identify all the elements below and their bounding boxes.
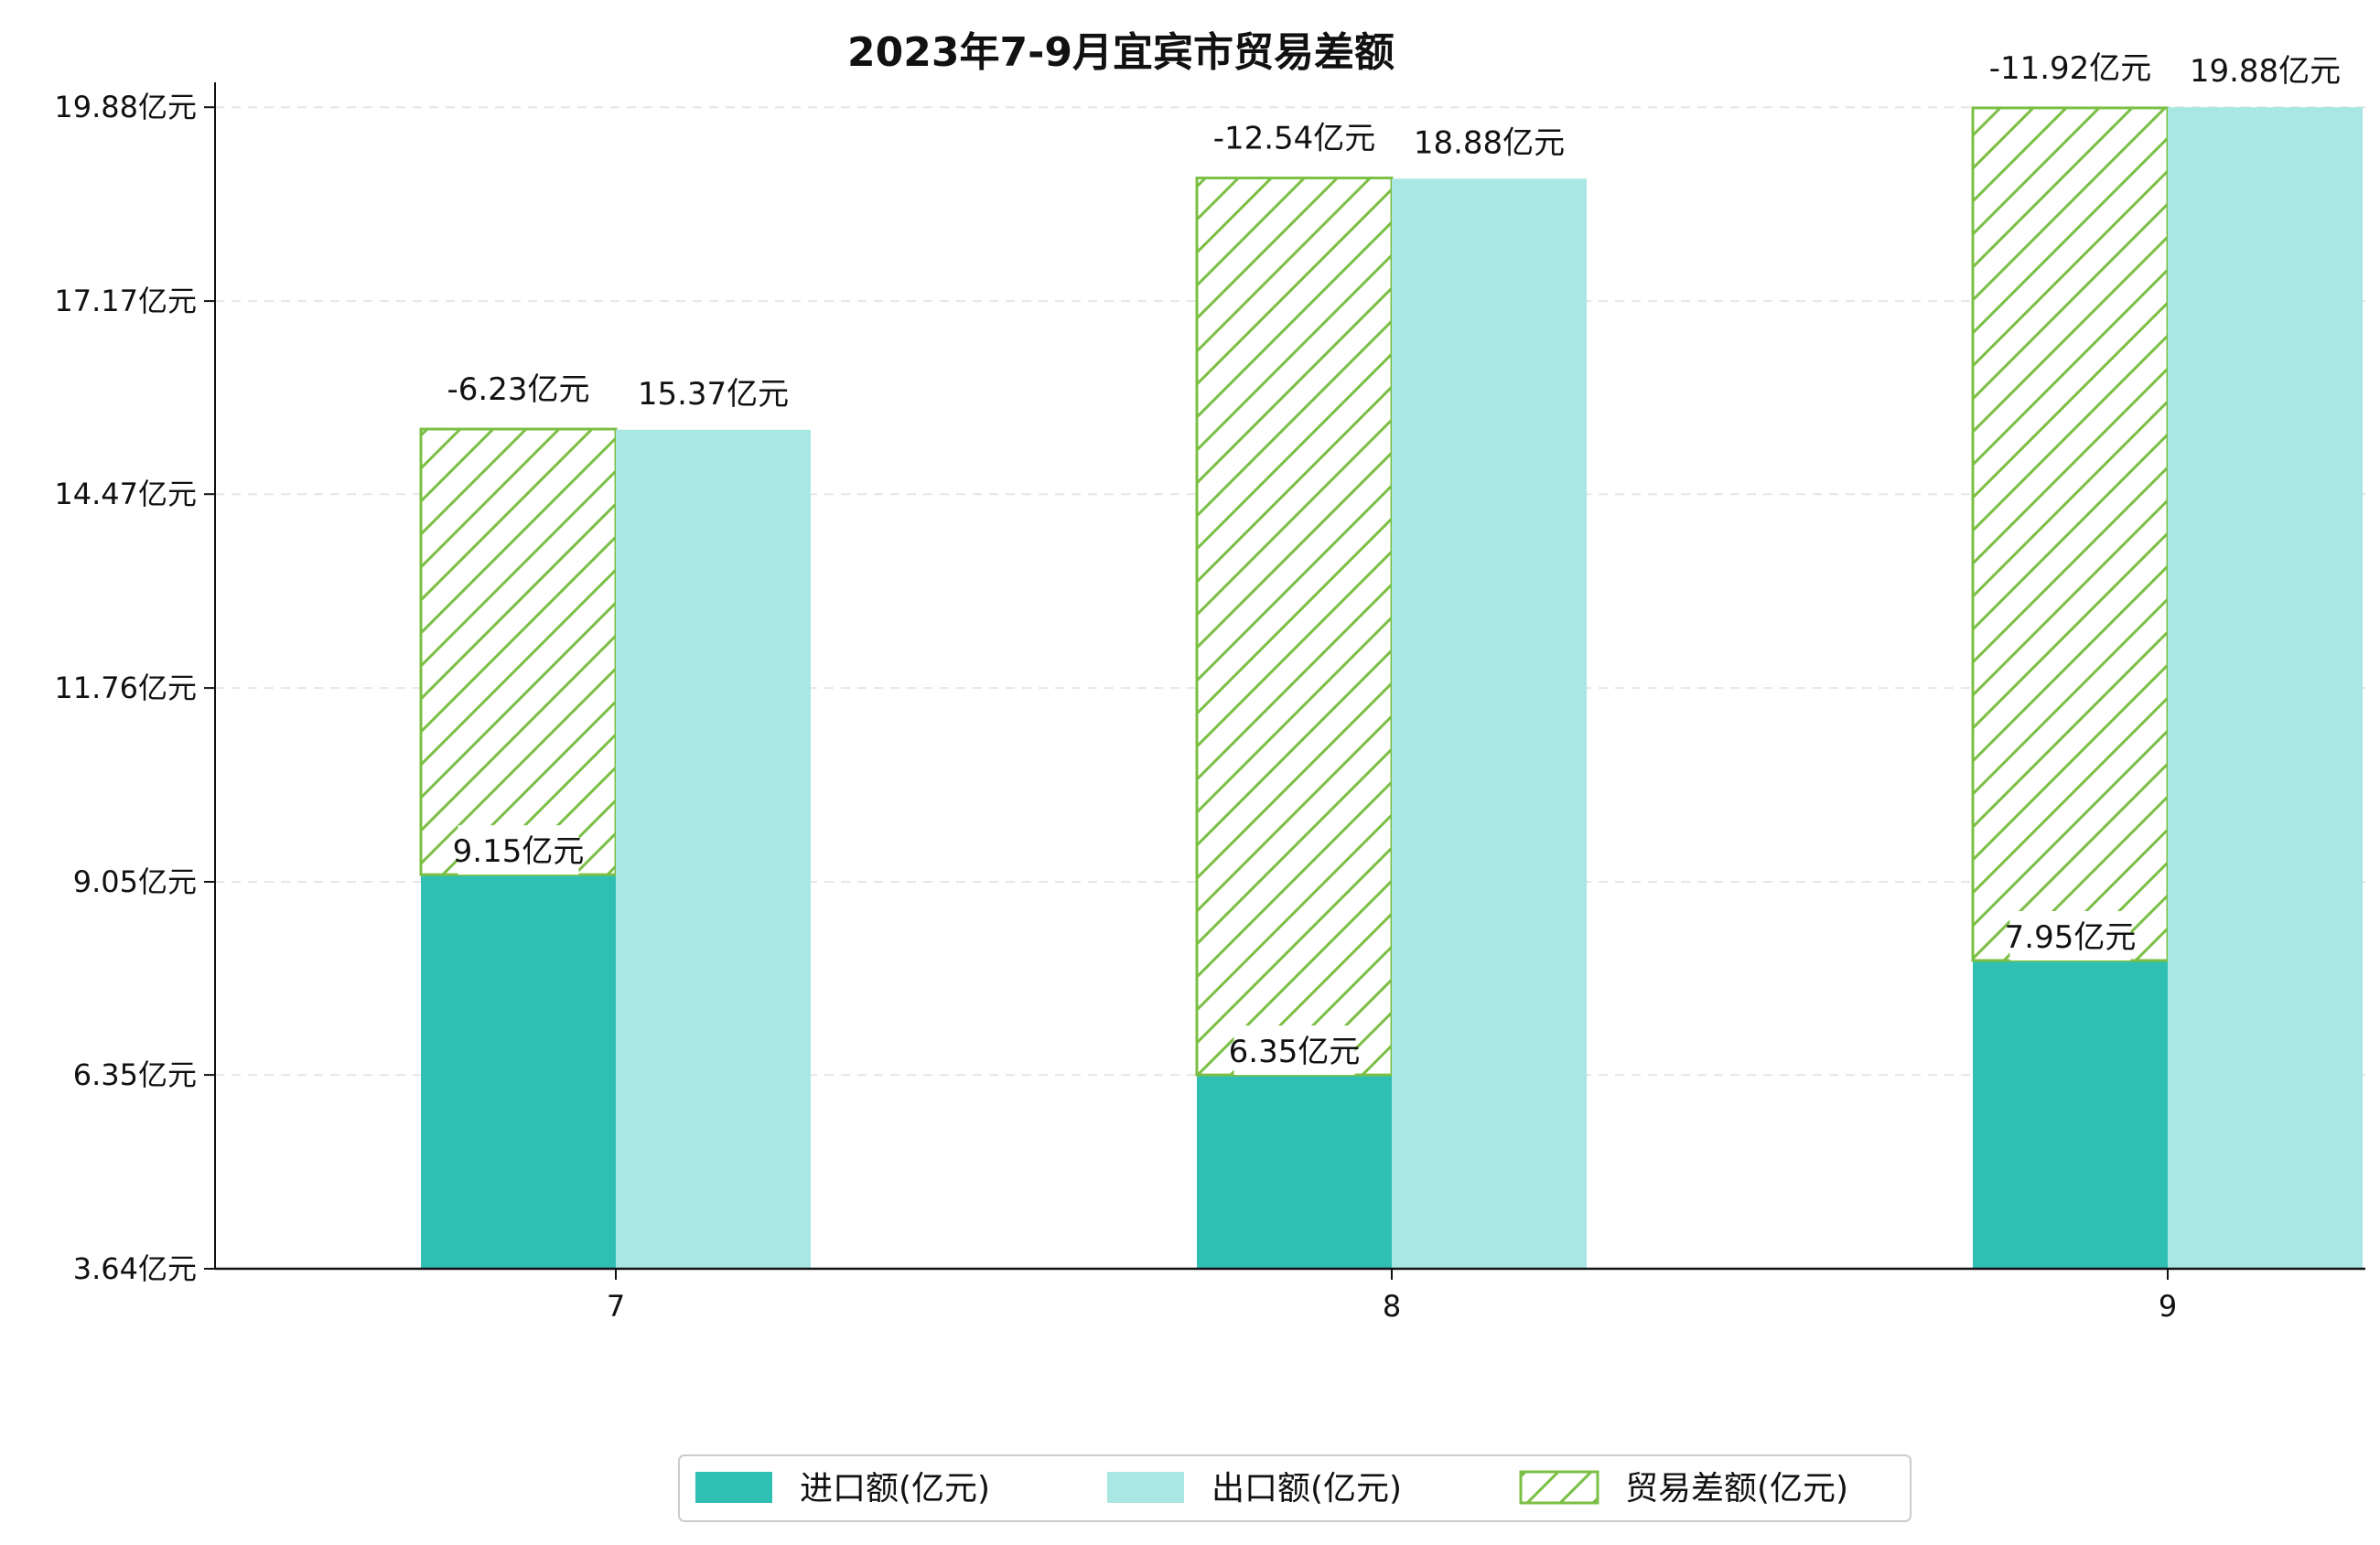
y-tick-label: 6.35亿元: [73, 1057, 197, 1092]
label-export-8-bg: [1420, 116, 1558, 166]
label-import-7-text: 9.15亿元: [453, 833, 585, 870]
label-export-9-text: 19.88亿元: [2190, 53, 2341, 90]
legend: 进口额(亿元) 出口额(亿元) 贸易差额(亿元): [678, 1454, 1912, 1522]
label-import-9: 7.95亿元: [2005, 911, 2137, 961]
y-tick-label: 11.76亿元: [54, 671, 197, 705]
label-balance-7: -6.23亿元: [447, 363, 590, 413]
label-balance-8-bg: [1216, 112, 1373, 162]
legend-item-2: 出口额(亿元): [1107, 1470, 1402, 1507]
legend-label: 贸易差额(亿元): [1625, 1470, 1848, 1507]
label-import-9-text: 7.95亿元: [2005, 919, 2137, 956]
axes-layer: 3.64亿元 6.35亿元 9.05亿元 11.76亿元 14.47亿元 17.17亿元 1…: [54, 82, 2365, 1324]
x-tick-label-7: 7: [607, 1289, 625, 1324]
label-import-7: 9.15亿元: [453, 825, 585, 875]
label-import-9-bg: [2009, 911, 2131, 961]
legend-label: 进口额(亿元): [800, 1470, 990, 1507]
label-balance-9-text: -11.92亿元: [1989, 50, 2152, 87]
label-import-8-bg: [1233, 1025, 1355, 1076]
label-export-9-bg: [2196, 45, 2334, 95]
bar-import-7: [421, 874, 616, 1269]
label-balance-8-text: -12.54亿元: [1213, 121, 1376, 157]
y-tick-label: 14.47亿元: [54, 477, 197, 511]
data-labels-layer: 9.15亿元 -6.23亿元 15.37亿元 6.35亿元 -12.54亿元 18.88亿…: [447, 41, 2341, 1076]
y-tick-label: 19.88亿元: [54, 90, 197, 124]
legend-frame: [678, 1454, 1912, 1522]
label-export-7-bg: [644, 367, 782, 417]
label-balance-9-bg: [1992, 41, 2148, 91]
label-balance-8: -12.54亿元: [1213, 112, 1376, 162]
bar-import-8: [1197, 1075, 1392, 1269]
label-import-7-bg: [458, 825, 579, 875]
label-export-8-text: 18.88亿元: [1414, 124, 1565, 161]
legend-item-1: 进口额(亿元): [695, 1470, 990, 1507]
chart-title: 2023年7-9月宜宾市贸易差额: [847, 29, 1395, 76]
x-tick-label-8: 8: [1383, 1289, 1401, 1324]
bar-balance-9: [1971, 106, 2170, 962]
label-export-7-text: 15.37亿元: [638, 376, 789, 413]
legend-label: 出口额(亿元): [1212, 1470, 1402, 1507]
label-export-7: 15.37亿元: [638, 367, 789, 417]
bars-layer: [419, 106, 2363, 1270]
y-tick-label: 17.17亿元: [54, 284, 197, 318]
legend-item-3: 贸易差额(亿元): [1519, 1470, 1848, 1507]
x-tick-label-9: 9: [2159, 1289, 2177, 1324]
label-balance-7-bg: [449, 363, 587, 413]
legend-swatch: [1519, 1470, 1599, 1505]
label-import-8-text: 6.35亿元: [1229, 1034, 1361, 1070]
label-balance-9: -11.92亿元: [1989, 41, 2152, 91]
label-import-8: 6.35亿元: [1229, 1025, 1361, 1076]
bar-balance-8: [1195, 177, 1394, 1077]
bar-import-9: [1973, 960, 2168, 1269]
y-tick-label: 9.05亿元: [73, 864, 197, 899]
bar-balance-7: [419, 427, 618, 876]
label-export-8: 18.88亿元: [1414, 116, 1565, 166]
y-tick-label: 3.64亿元: [73, 1251, 197, 1286]
bar-export-9: [2168, 107, 2363, 1270]
bar-export-8: [1392, 178, 1587, 1270]
bar-export-7: [616, 429, 811, 1270]
label-export-9: 19.88亿元: [2190, 45, 2341, 95]
legend-swatch: [1107, 1472, 1184, 1503]
label-balance-7-text: -6.23亿元: [447, 371, 590, 408]
legend-swatch: [695, 1472, 772, 1503]
